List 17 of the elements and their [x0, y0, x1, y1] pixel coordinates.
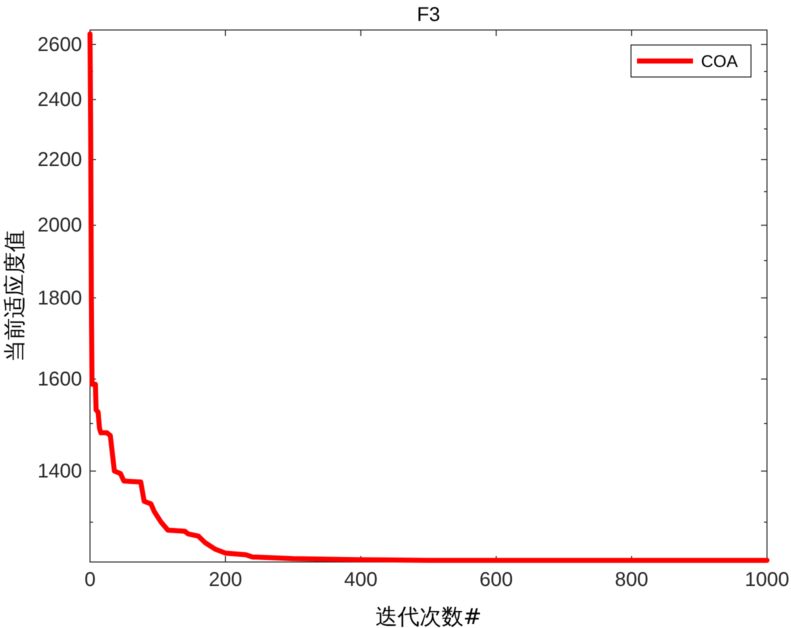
x-tick-label: 1000	[744, 569, 790, 592]
x-tick-label: 200	[208, 569, 242, 592]
x-tick-label: 600	[480, 569, 513, 592]
y-tick-label: 1600	[38, 368, 82, 390]
y-axis-title: 当前适应度值	[3, 230, 28, 362]
x-tick-label: 800	[614, 569, 648, 592]
y-tick-label: 2000	[38, 214, 82, 237]
chart-title: F3	[416, 4, 440, 26]
x-tick-label: 400	[344, 569, 378, 592]
x-axis-title: 迭代次数#	[375, 605, 482, 628]
y-tick-label: 2200	[38, 148, 82, 171]
y-tick-label: 1400	[38, 460, 82, 482]
x-tick-label: 0	[84, 569, 96, 592]
y-tick-label: 2400	[38, 88, 82, 111]
legend-label: COA	[701, 52, 738, 71]
y-tick-label: 2600	[38, 34, 82, 56]
y-tick-label: 1800	[38, 287, 82, 310]
